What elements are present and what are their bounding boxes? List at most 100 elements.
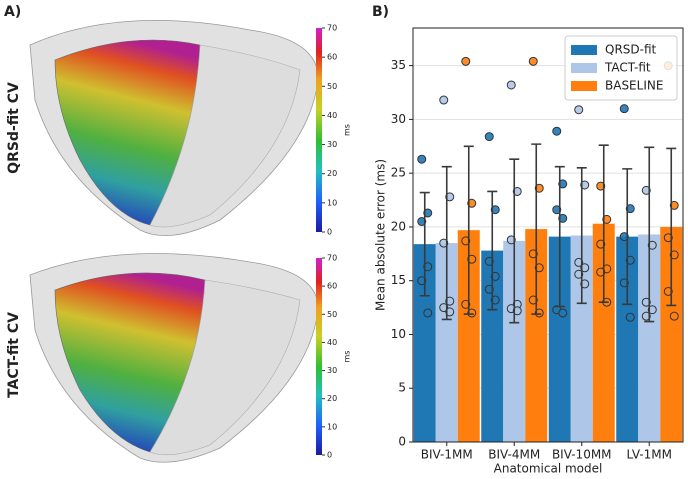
legend-label: BASELINE (605, 79, 663, 93)
bar (413, 244, 436, 442)
y-tick-label: 5 (398, 381, 406, 395)
y-tick-label: 10 (391, 327, 406, 341)
data-point (596, 181, 606, 191)
plot-frame (412, 27, 684, 443)
data-point (528, 56, 538, 66)
data-point (445, 192, 455, 202)
panel-label: A) (4, 4, 21, 20)
error-bar (441, 165, 452, 321)
data-point (574, 257, 584, 267)
error-bar (487, 190, 498, 311)
data-point (534, 263, 544, 273)
bar (548, 236, 571, 442)
x-tick-label: BIV-1MM (421, 448, 473, 462)
colorbar-tick-label: 70 (327, 24, 337, 33)
legend-swatch (571, 63, 597, 73)
data-point (625, 312, 635, 322)
data-point (461, 299, 471, 309)
bar (660, 226, 683, 442)
y-axis-label: Mean absolute error (ms) (374, 159, 388, 311)
colorbar-tick-label: 10 (327, 198, 337, 207)
legend-swatch (571, 45, 597, 55)
data-point (663, 233, 673, 243)
colorbar-tick-label: 0 (327, 451, 332, 460)
data-point (619, 104, 629, 114)
error-bar (509, 158, 520, 324)
error-bar (576, 166, 587, 305)
data-point (490, 271, 500, 281)
colorbar-tick-label: 30 (327, 140, 337, 149)
data-point (625, 255, 635, 265)
colorbar-tick-label: 0 (327, 228, 332, 237)
y-tick-label: 25 (391, 166, 406, 180)
data-point (580, 263, 590, 273)
data-point (663, 286, 673, 296)
bar (435, 243, 458, 442)
y-tick-label: 15 (391, 273, 406, 287)
colorbar-tick-label: 70 (327, 254, 337, 263)
data-point (619, 232, 629, 242)
colorbar-tick-label: 60 (327, 53, 337, 62)
data-point (647, 305, 657, 315)
data-point (580, 279, 590, 289)
error-bar (666, 147, 677, 307)
data-point (461, 56, 471, 66)
data-point (484, 256, 494, 266)
data-point (641, 297, 651, 307)
colorbar (316, 28, 322, 232)
data-point (552, 126, 562, 136)
bar (457, 230, 480, 442)
data-point (558, 213, 568, 223)
view-title: QRSd-fit CV (6, 82, 22, 174)
data-point (484, 284, 494, 294)
data-point (467, 254, 477, 264)
colorbar-tick-label: 20 (327, 394, 337, 403)
x-axis-label: Anatomical model (494, 462, 603, 476)
bar (503, 240, 526, 442)
x-tick-label: BIV-4MM (488, 448, 540, 462)
data-point (625, 204, 635, 214)
data-point (534, 308, 544, 318)
data-point (669, 200, 679, 210)
data-point (439, 238, 449, 248)
error-bar (554, 165, 565, 308)
data-point (484, 132, 494, 142)
data-point (467, 308, 477, 318)
data-point (417, 217, 427, 227)
data-point (619, 278, 629, 288)
data-point (534, 183, 544, 193)
data-point (423, 262, 433, 272)
error-bar (419, 191, 430, 297)
data-point (512, 306, 522, 316)
data-point (461, 236, 471, 246)
y-tick-label: 0 (398, 435, 406, 449)
colorbar-tick-label: 10 (327, 422, 337, 431)
data-point (669, 250, 679, 260)
data-point (669, 311, 679, 321)
y-tick-label: 20 (391, 219, 406, 233)
error-bar (622, 168, 633, 306)
colorbar-tick-label: 40 (327, 111, 337, 120)
data-point (423, 208, 433, 218)
bar (592, 223, 615, 442)
panel-a-renders (29, 19, 319, 463)
data-point (506, 235, 516, 245)
colorbar-label: ms (343, 351, 352, 363)
data-point (506, 80, 516, 90)
colorbar-tick-label: 50 (327, 82, 337, 91)
colorbar-tick-label: 50 (327, 310, 337, 319)
colorbar-tick-label: 30 (327, 366, 337, 375)
render-bottom (29, 253, 319, 463)
bar (525, 229, 548, 442)
error-bar (531, 143, 542, 315)
x-tick-label: LV-1MM (626, 448, 672, 462)
data-point (417, 154, 427, 164)
data-point (574, 105, 584, 115)
colorbar-tick-label: 40 (327, 338, 337, 347)
legend-swatch (571, 81, 597, 91)
view-title: TACT-fit CV (6, 312, 22, 398)
error-bar (598, 144, 609, 304)
data-point (641, 311, 651, 321)
bar (616, 236, 639, 442)
